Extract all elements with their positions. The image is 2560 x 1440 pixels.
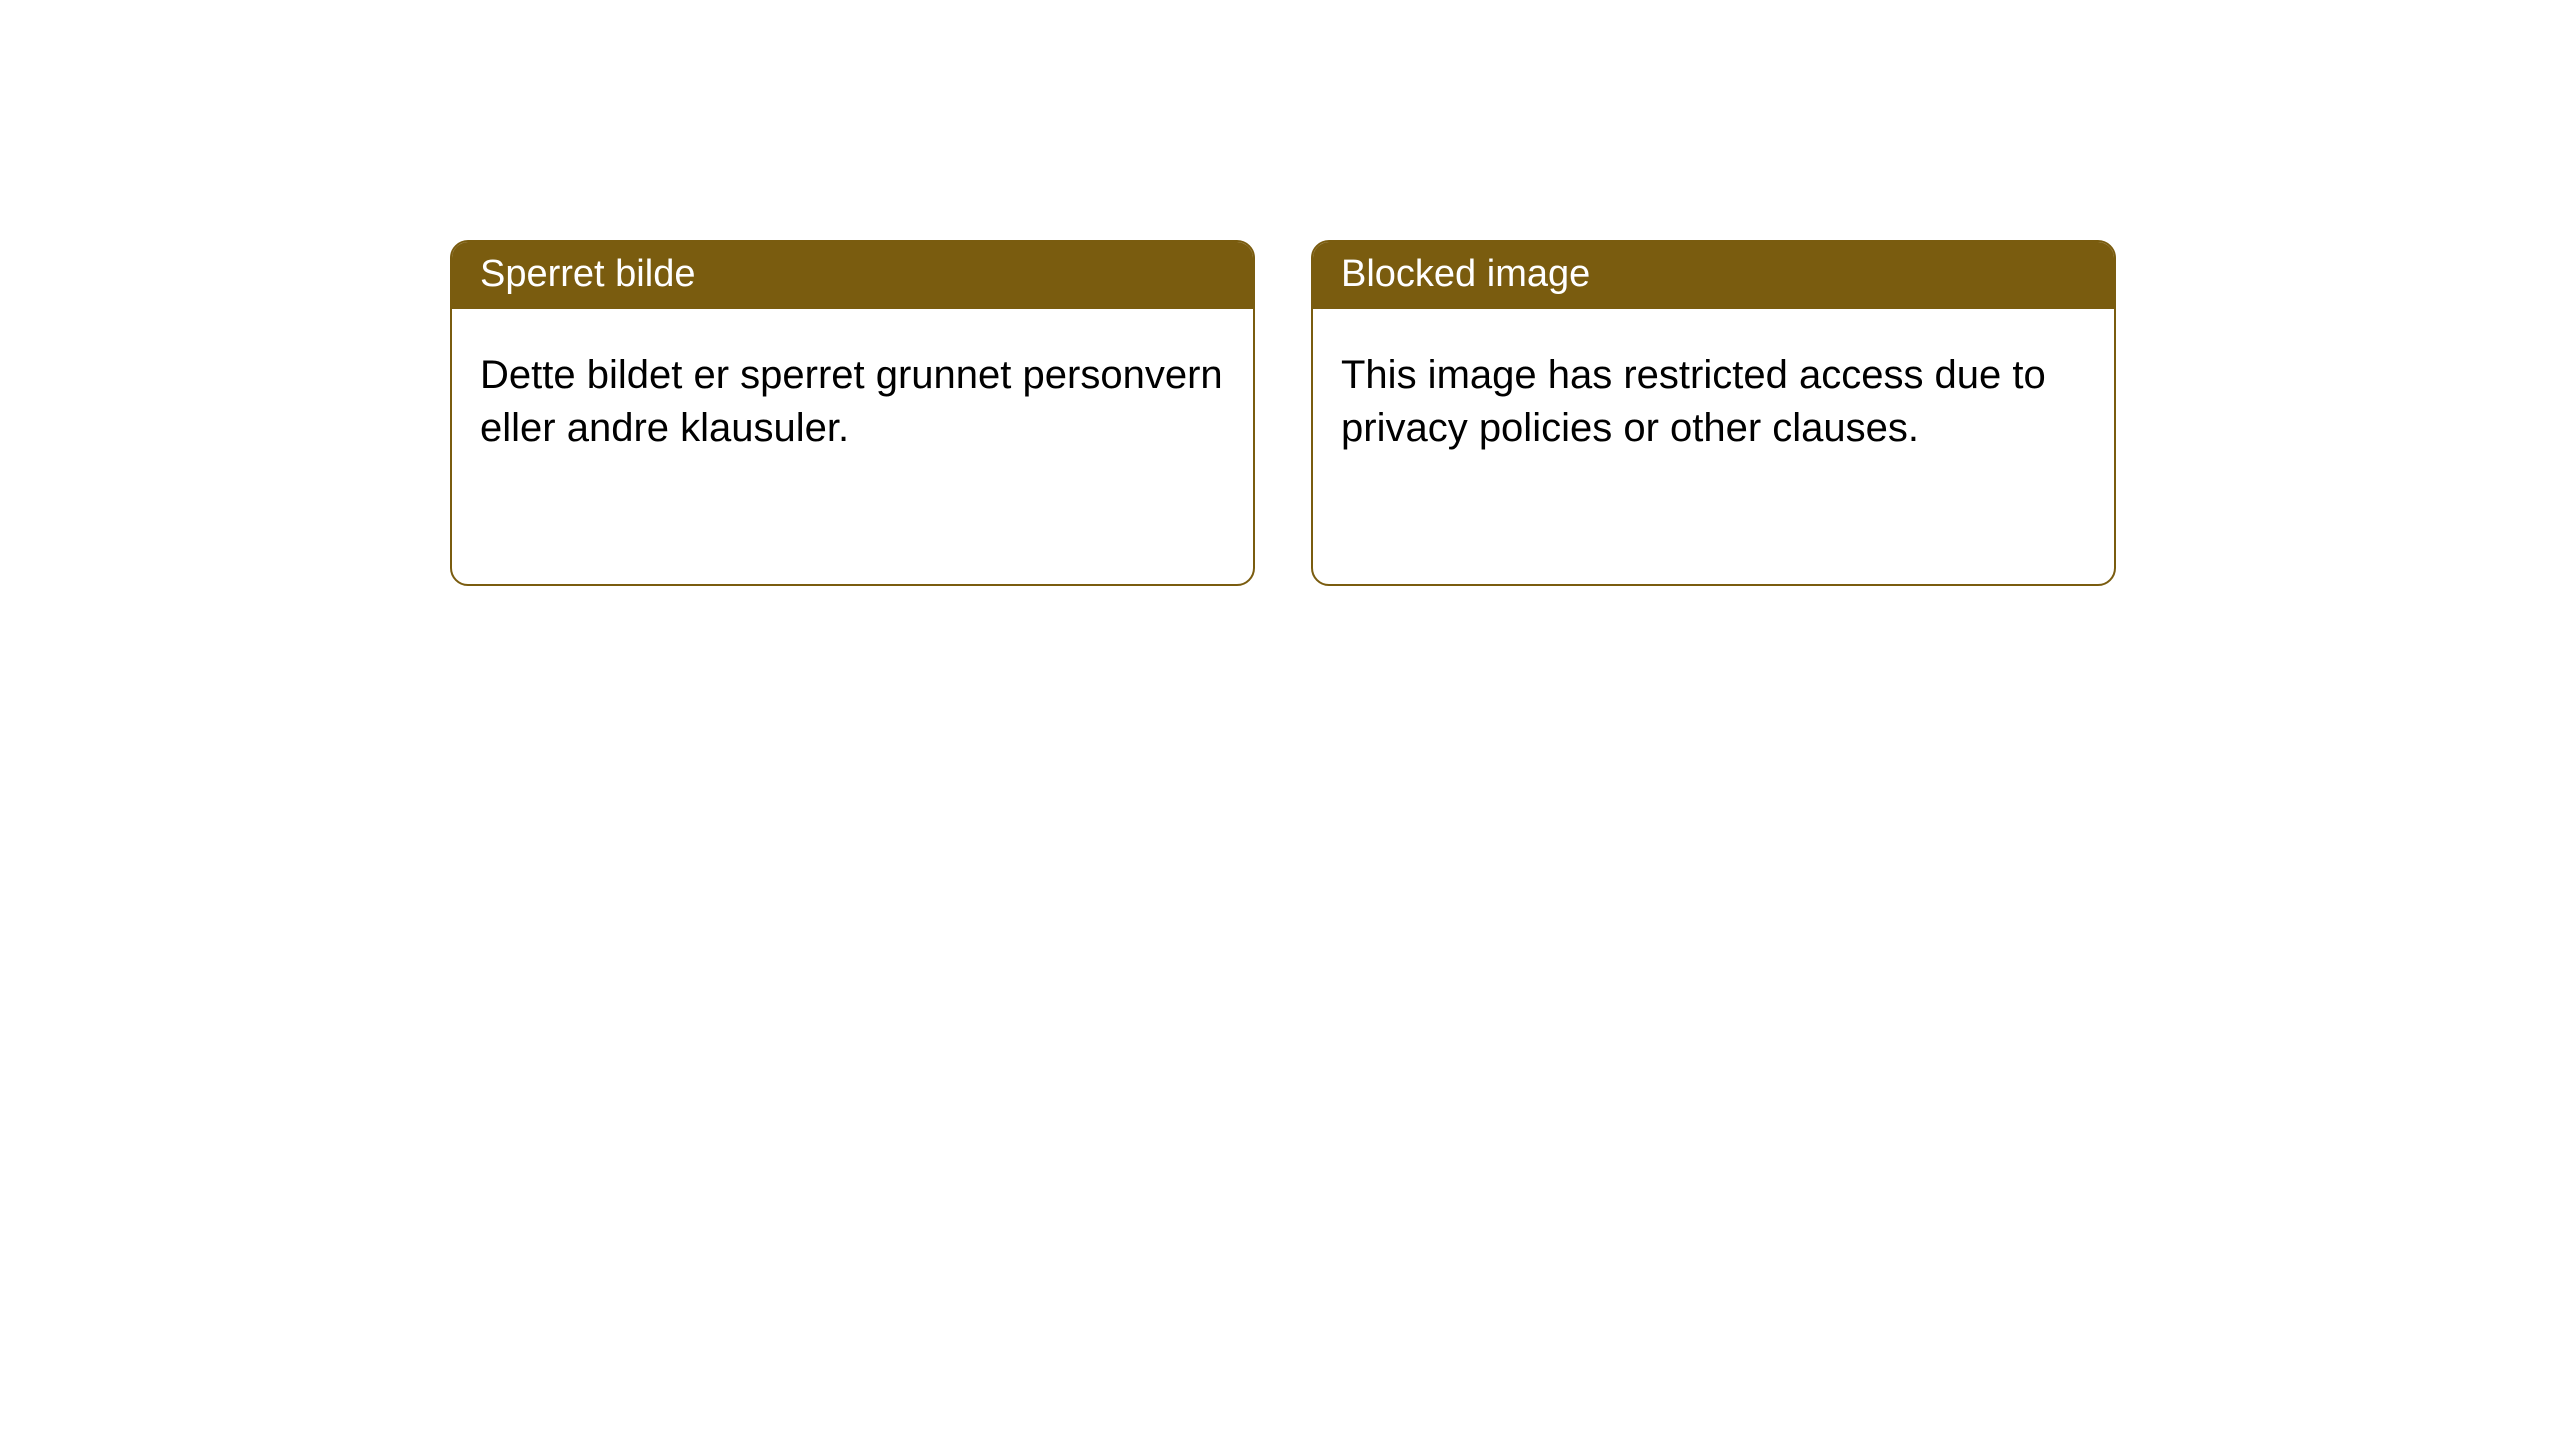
card-body: This image has restricted access due to …: [1313, 309, 2114, 584]
notice-container: Sperret bilde Dette bildet er sperret gr…: [0, 0, 2560, 586]
blocked-image-card-no: Sperret bilde Dette bildet er sperret gr…: [450, 240, 1255, 586]
card-title: Sperret bilde: [452, 242, 1253, 309]
card-title: Blocked image: [1313, 242, 2114, 309]
blocked-image-card-en: Blocked image This image has restricted …: [1311, 240, 2116, 586]
card-body: Dette bildet er sperret grunnet personve…: [452, 309, 1253, 584]
